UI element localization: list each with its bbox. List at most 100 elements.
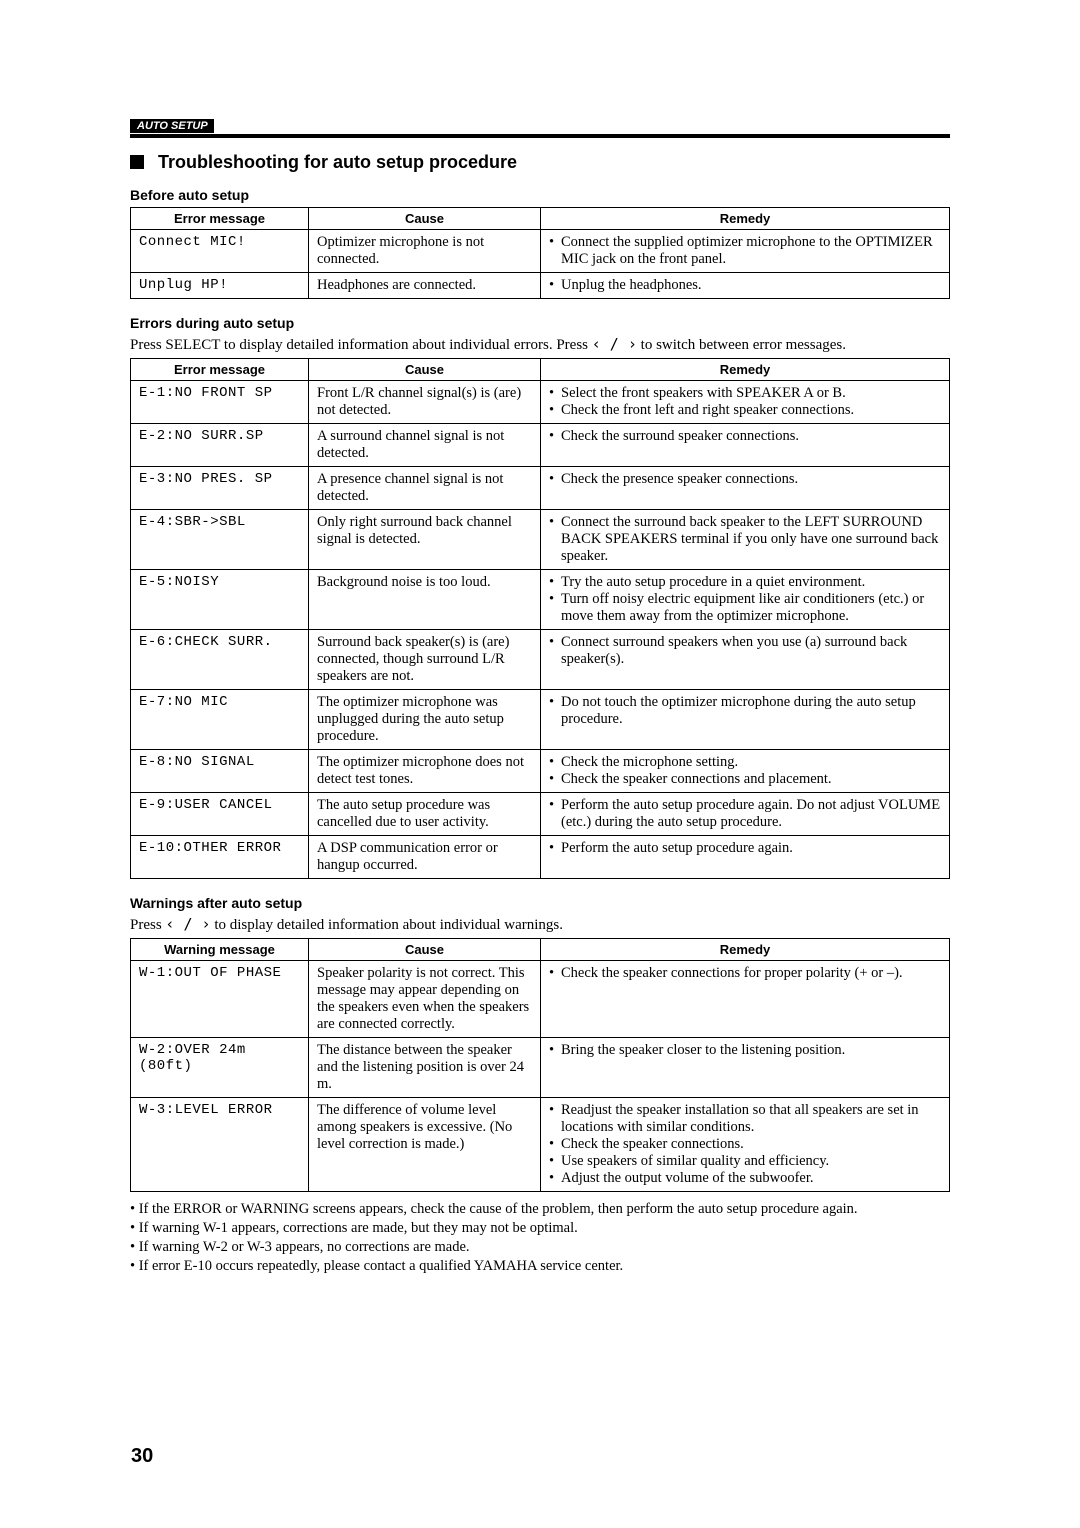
table-row: E-10:OTHER ERRORA DSP communication erro…	[131, 836, 950, 879]
remedy-item: Unplug the headphones.	[549, 277, 941, 294]
warnings-heading: Warnings after auto setup	[130, 895, 950, 911]
remedy-item: Connect the supplied optimizer microphon…	[549, 234, 941, 268]
cause-cell: Background noise is too loud.	[309, 570, 541, 630]
remedy-cell: Perform the auto setup procedure again.	[541, 836, 950, 879]
msg-cell: W-3:LEVEL ERROR	[131, 1098, 309, 1192]
cause-cell: Front L/R channel signal(s) is (are) not…	[309, 381, 541, 424]
msg-cell: Connect MIC!	[131, 230, 309, 273]
remedy-item: Bring the speaker closer to the listenin…	[549, 1042, 941, 1059]
warnings-intro-post: to display detailed information about in…	[211, 917, 563, 933]
cause-cell: The distance between the speaker and the…	[309, 1038, 541, 1098]
errors-tbody: E-1:NO FRONT SPFront L/R channel signal(…	[131, 381, 950, 879]
msg-cell: E-7:NO MIC	[131, 690, 309, 750]
remedy-cell: Connect surround speakers when you use (…	[541, 630, 950, 690]
col-remedy: Remedy	[541, 359, 950, 381]
msg-cell: E-8:NO SIGNAL	[131, 750, 309, 793]
remedy-item: Do not touch the optimizer microphone du…	[549, 694, 941, 728]
col-error-message: Error message	[131, 359, 309, 381]
warnings-intro: Press ‹ / › to display detailed informat…	[130, 915, 950, 934]
msg-cell: E-5:NOISY	[131, 570, 309, 630]
cause-cell: Headphones are connected.	[309, 273, 541, 299]
table-row: Unplug HP!Headphones are connected. Unplu…	[131, 273, 950, 299]
remedy-cell: Bring the speaker closer to the listenin…	[541, 1038, 950, 1098]
cause-cell: The optimizer microphone does not detect…	[309, 750, 541, 793]
table-row: E-2:NO SURR.SPA surround channel signal …	[131, 424, 950, 467]
remedy-cell: Connect the supplied optimizer microphon…	[541, 230, 950, 273]
page-number: 30	[131, 1445, 153, 1468]
table-row: E-5:NOISYBackground noise is too loud. Tr…	[131, 570, 950, 630]
table-row: E-1:NO FRONT SPFront L/R channel signal(…	[131, 381, 950, 424]
remedy-item: Check the speaker connections and placem…	[549, 771, 941, 788]
before-tbody: Connect MIC!Optimizer microphone is not …	[131, 230, 950, 299]
footnote: • If warning W-2 or W-3 appears, no corr…	[130, 1239, 950, 1256]
table-row: W-2:OVER 24m (80ft)The distance between …	[131, 1038, 950, 1098]
remedy-cell: Try the auto setup procedure in a quiet …	[541, 570, 950, 630]
remedy-cell: Readjust the speaker installation so tha…	[541, 1098, 950, 1192]
col-cause: Cause	[309, 939, 541, 961]
msg-cell: W-1:OUT OF PHASE	[131, 961, 309, 1038]
remedy-cell: Check the presence speaker connections.	[541, 467, 950, 510]
table-row: E-7:NO MICThe optimizer microphone was u…	[131, 690, 950, 750]
remedy-cell: Unplug the headphones.	[541, 273, 950, 299]
table-header-row: Error message Cause Remedy	[131, 359, 950, 381]
remedy-item: Try the auto setup procedure in a quiet …	[549, 574, 941, 591]
before-heading: Before auto setup	[130, 187, 950, 203]
cause-cell: Surround back speaker(s) is (are) connec…	[309, 630, 541, 690]
msg-cell: E-4:SBR->SBL	[131, 510, 309, 570]
remedy-item: Check the speaker connections for proper…	[549, 965, 941, 982]
errors-intro-post: to switch between error messages.	[637, 337, 846, 353]
remedy-item: Check the surround speaker connections.	[549, 428, 941, 445]
footnote: • If the ERROR or WARNING screens appear…	[130, 1201, 950, 1218]
table-row: E-3:NO PRES. SPA presence channel signal…	[131, 467, 950, 510]
cause-cell: A surround channel signal is not detecte…	[309, 424, 541, 467]
msg-cell: E-3:NO PRES. SP	[131, 467, 309, 510]
remedy-item: Use speakers of similar quality and effi…	[549, 1153, 941, 1170]
remedy-item: Readjust the speaker installation so tha…	[549, 1102, 941, 1136]
col-remedy: Remedy	[541, 208, 950, 230]
arrows-icon: ‹ / ›	[165, 915, 210, 933]
header-rule	[130, 134, 950, 138]
table-header-row: Error message Cause Remedy	[131, 208, 950, 230]
remedy-cell: Select the front speakers with SPEAKER A…	[541, 381, 950, 424]
remedy-cell: Connect the surround back speaker to the…	[541, 510, 950, 570]
cause-cell: Only right surround back channel signal …	[309, 510, 541, 570]
cause-cell: The optimizer microphone was unplugged d…	[309, 690, 541, 750]
col-error-message: Error message	[131, 208, 309, 230]
remedy-item: Connect surround speakers when you use (…	[549, 634, 941, 668]
remedy-item: Check the microphone setting.	[549, 754, 941, 771]
remedy-cell: Check the speaker connections for proper…	[541, 961, 950, 1038]
msg-cell: E-1:NO FRONT SP	[131, 381, 309, 424]
remedy-item: Check the front left and right speaker c…	[549, 402, 941, 419]
cause-cell: The auto setup procedure was cancelled d…	[309, 793, 541, 836]
section-title-text: Troubleshooting for auto setup procedure	[158, 152, 517, 172]
table-row: E-6:CHECK SURR.Surround back speaker(s) …	[131, 630, 950, 690]
footnotes: • If the ERROR or WARNING screens appear…	[130, 1201, 950, 1275]
warnings-table: Warning message Cause Remedy W-1:OUT OF …	[130, 938, 950, 1192]
footnote: • If warning W-1 appears, corrections ar…	[130, 1220, 950, 1237]
cause-cell: Speaker polarity is not correct. This me…	[309, 961, 541, 1038]
msg-cell: Unplug HP!	[131, 273, 309, 299]
before-table: Error message Cause Remedy Connect MIC!O…	[130, 207, 950, 299]
col-cause: Cause	[309, 208, 541, 230]
col-remedy: Remedy	[541, 939, 950, 961]
table-row: W-1:OUT OF PHASESpeaker polarity is not …	[131, 961, 950, 1038]
table-row: E-8:NO SIGNALThe optimizer microphone do…	[131, 750, 950, 793]
remedy-item: Perform the auto setup procedure again.	[549, 840, 941, 857]
header-tag: AUTO SETUP	[130, 118, 950, 134]
footnote: • If error E-10 occurs repeatedly, pleas…	[130, 1258, 950, 1275]
table-row: E-4:SBR->SBLOnly right surround back cha…	[131, 510, 950, 570]
section-title: Troubleshooting for auto setup procedure	[130, 152, 950, 173]
remedy-cell: Check the surround speaker connections.	[541, 424, 950, 467]
remedy-item: Adjust the output volume of the subwoofe…	[549, 1170, 941, 1187]
remedy-cell: Perform the auto setup procedure again. …	[541, 793, 950, 836]
msg-cell: E-9:USER CANCEL	[131, 793, 309, 836]
cause-cell: A presence channel signal is not detecte…	[309, 467, 541, 510]
table-row: E-9:USER CANCELThe auto setup procedure …	[131, 793, 950, 836]
col-warning-message: Warning message	[131, 939, 309, 961]
table-row: Connect MIC!Optimizer microphone is not …	[131, 230, 950, 273]
errors-intro: Press SELECT to display detailed informa…	[130, 335, 950, 354]
msg-cell: W-2:OVER 24m (80ft)	[131, 1038, 309, 1098]
warnings-intro-pre: Press	[130, 917, 165, 933]
errors-heading: Errors during auto setup	[130, 315, 950, 331]
table-row: W-3:LEVEL ERRORThe difference of volume …	[131, 1098, 950, 1192]
